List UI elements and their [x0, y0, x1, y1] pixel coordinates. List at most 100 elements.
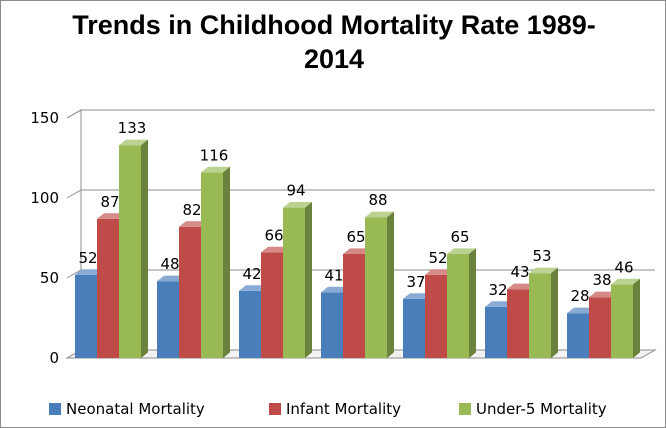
bar-side [633, 278, 640, 358]
data-label: 38 [592, 271, 611, 289]
bar-front [507, 289, 529, 358]
bar [447, 248, 476, 358]
chart-title-line-1: Trends in Childhood Mortality Rate 1989- [72, 10, 596, 40]
y-tick-label: 100 [30, 189, 59, 207]
data-label: 42 [242, 265, 261, 283]
bar-front [343, 254, 365, 358]
gridline [66, 189, 655, 199]
bar-top [425, 269, 454, 275]
legend-item: Neonatal Mortality [49, 400, 205, 418]
bar-side [223, 166, 230, 358]
data-label: 116 [200, 146, 229, 164]
data-labels: 5287133488211642669441658837526532435328… [78, 119, 633, 305]
bar-top [75, 269, 104, 275]
bar-top [321, 286, 350, 293]
legend-item: Infant Mortality [269, 400, 401, 418]
data-label: 52 [78, 249, 97, 267]
data-label: 52 [428, 249, 447, 267]
y-axis-ticks: 0 50 100 150 [30, 109, 59, 367]
bar-top [611, 278, 640, 285]
bar-front [97, 218, 119, 358]
bar-front [119, 145, 141, 358]
bar [119, 139, 148, 358]
bar-front [589, 297, 611, 358]
bar-top [239, 285, 268, 291]
data-label: 48 [160, 255, 179, 273]
bar-top [507, 283, 536, 290]
data-label: 53 [532, 247, 551, 265]
bar-top [261, 246, 290, 253]
bar-front [179, 226, 201, 358]
bar-front [321, 292, 343, 358]
bar-front [447, 254, 469, 358]
bar-front [261, 252, 283, 358]
bar-front [75, 274, 97, 358]
data-label: 46 [614, 258, 633, 276]
bar-front [403, 298, 425, 358]
bar-side [141, 139, 148, 358]
bar-front [201, 172, 223, 358]
bar-top [447, 248, 476, 254]
bar-top [179, 221, 208, 227]
y-tick-label: 0 [49, 349, 59, 367]
bar [365, 211, 394, 358]
bar [529, 267, 558, 358]
bar-side [469, 248, 476, 358]
data-label: 41 [324, 266, 343, 284]
data-label: 87 [100, 193, 119, 211]
bars [75, 139, 640, 358]
bar-top [283, 202, 312, 208]
bar-top [589, 291, 618, 298]
bar [201, 166, 230, 358]
legend-label: Under-5 Mortality [476, 400, 607, 418]
bar-top [201, 166, 230, 173]
legend-label: Neonatal Mortality [66, 400, 205, 418]
bar-top [97, 213, 126, 219]
bar-front [425, 274, 447, 358]
bar-front [529, 273, 551, 358]
bar-front [157, 281, 179, 358]
gridline [66, 109, 655, 119]
bar [611, 278, 640, 358]
bar-top [343, 248, 372, 254]
bar-front [239, 290, 261, 358]
data-label: 88 [368, 191, 387, 209]
chart-title: Trends in Childhood Mortality Rate 1989-… [72, 10, 596, 74]
bar-side [305, 202, 312, 358]
data-label: 66 [264, 226, 283, 244]
y-tick-label: 150 [30, 109, 59, 127]
bar-front [365, 217, 387, 358]
bar-front [611, 284, 633, 358]
data-label: 43 [510, 263, 529, 281]
bar [283, 202, 312, 358]
bar-front [567, 313, 589, 358]
bar-side [387, 211, 394, 358]
data-label: 94 [286, 182, 305, 200]
bar-top [365, 211, 394, 218]
legend-swatch [49, 403, 61, 415]
bar-front [485, 306, 507, 358]
bar-top [119, 139, 148, 146]
legend: Neonatal Mortality Infant Mortality Under-… [49, 400, 607, 418]
bar-top [403, 293, 432, 299]
data-label: 82 [182, 201, 201, 219]
data-label: 37 [406, 273, 425, 291]
bar-side [551, 267, 558, 358]
legend-swatch [269, 403, 281, 415]
data-label: 32 [488, 281, 507, 299]
legend-swatch [459, 403, 471, 415]
data-label: 28 [570, 287, 589, 305]
bar-top [529, 267, 558, 274]
legend-label: Infant Mortality [286, 400, 401, 418]
bar-top [567, 307, 596, 314]
data-label: 65 [346, 228, 365, 246]
bar-top [485, 301, 514, 307]
bar-front [283, 207, 305, 358]
chart-title-line-2: 2014 [304, 44, 364, 74]
data-label: 133 [118, 119, 147, 137]
data-label: 65 [450, 228, 469, 246]
bar-top [157, 275, 186, 282]
y-tick-label: 50 [40, 269, 59, 287]
